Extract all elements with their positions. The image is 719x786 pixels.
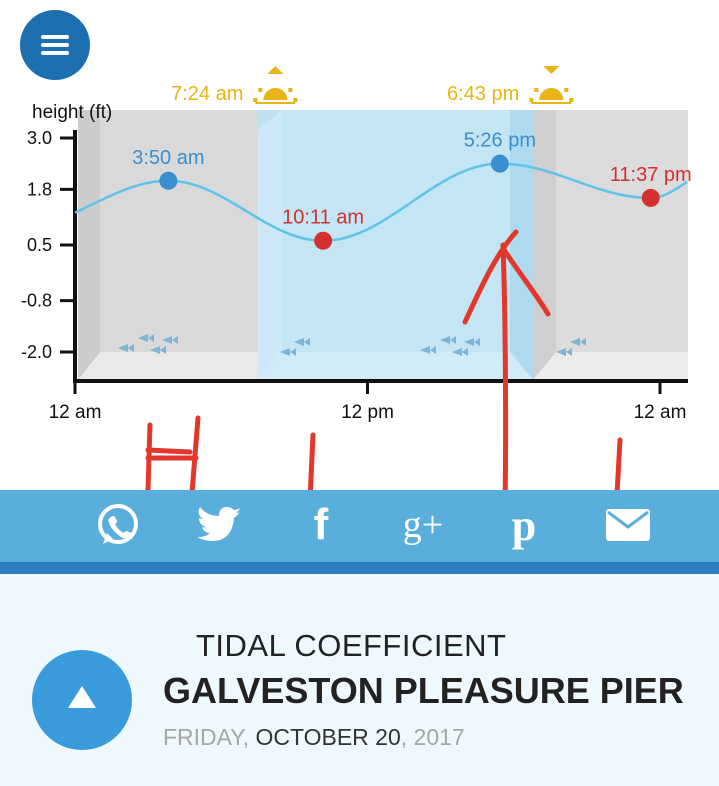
tide-time-label: 11:37 pm <box>610 164 692 186</box>
sunrise-icon <box>253 66 298 104</box>
fish-icon <box>280 338 310 356</box>
triangle-up-icon <box>68 686 96 708</box>
fish-icon <box>420 336 480 356</box>
tide-chart: height (ft) 3.0 1.8 0.5 -0.8 -2.0 12 am 12 pm… <box>21 66 692 490</box>
annotation-letter-l <box>614 437 623 490</box>
x-tick-label: 12 am <box>634 402 687 423</box>
y-tick-label: 3.0 <box>27 128 52 148</box>
high-tide-point[interactable] <box>490 154 509 173</box>
y-axis-label: height (ft) <box>32 102 112 123</box>
night-panel-left-floor <box>78 352 278 380</box>
tide-time-label: 3:50 am <box>132 147 204 169</box>
annotation-letter-h <box>145 415 201 490</box>
date-year: , 2017 <box>400 724 465 750</box>
day-panel <box>258 110 533 380</box>
night-panel-right <box>533 110 688 380</box>
facebook-icon[interactable]: f <box>313 500 329 549</box>
x-tick-label: 12 am <box>49 402 102 423</box>
date-monthday: OCTOBER 20 <box>255 724 401 750</box>
location-name: GALVESTON PLEASURE PIER <box>163 670 684 711</box>
sun-time-label: 7:24 am <box>171 83 243 105</box>
day-panel-left-wall <box>258 110 282 380</box>
sun-time-label: 6:43 pm <box>447 83 519 105</box>
pinterest-icon[interactable]: p <box>511 500 537 550</box>
sunset-icon <box>529 66 574 104</box>
share-bar-underline <box>0 562 719 574</box>
date-line: FRIDAY, OCTOBER 20, 2017 <box>163 724 465 751</box>
date-weekday: FRIDAY, <box>163 724 250 750</box>
tide-time-label: 5:26 pm <box>464 130 536 152</box>
x-tick-label: 12 pm <box>341 402 394 423</box>
mail-icon[interactable] <box>603 500 653 550</box>
fish-icon <box>118 334 178 354</box>
fish-icon <box>556 338 586 356</box>
annotation-arrow <box>462 229 551 490</box>
night-panel-right-floor <box>533 352 688 380</box>
low-tide-point[interactable] <box>314 231 333 250</box>
low-tide-point[interactable] <box>641 188 660 207</box>
day-panel-floor <box>258 352 533 380</box>
y-tick-label: 0.5 <box>27 235 52 255</box>
y-tick-label: -2.0 <box>21 342 52 362</box>
twitter-icon[interactable] <box>196 500 246 550</box>
annotation-letter-l <box>307 432 316 490</box>
share-bar: f g+ p <box>0 490 719 562</box>
day-panel-right-wall <box>510 110 533 380</box>
y-tick-label: 1.8 <box>27 179 52 199</box>
menu-icon <box>41 35 69 39</box>
expand-button[interactable] <box>32 650 132 750</box>
menu-button[interactable] <box>20 10 90 80</box>
whatsapp-icon[interactable] <box>93 500 143 550</box>
tide-time-label: 10:11 am <box>282 207 364 229</box>
y-tick-label: -0.8 <box>21 291 52 311</box>
google-plus-icon[interactable]: g+ <box>402 504 444 546</box>
night-panel-right-wall <box>533 110 556 380</box>
night-panel-left <box>78 110 278 380</box>
high-tide-point[interactable] <box>159 171 178 190</box>
section-label: TIDAL COEFFICIENT <box>196 628 507 663</box>
night-panel-left-wall <box>78 110 100 380</box>
